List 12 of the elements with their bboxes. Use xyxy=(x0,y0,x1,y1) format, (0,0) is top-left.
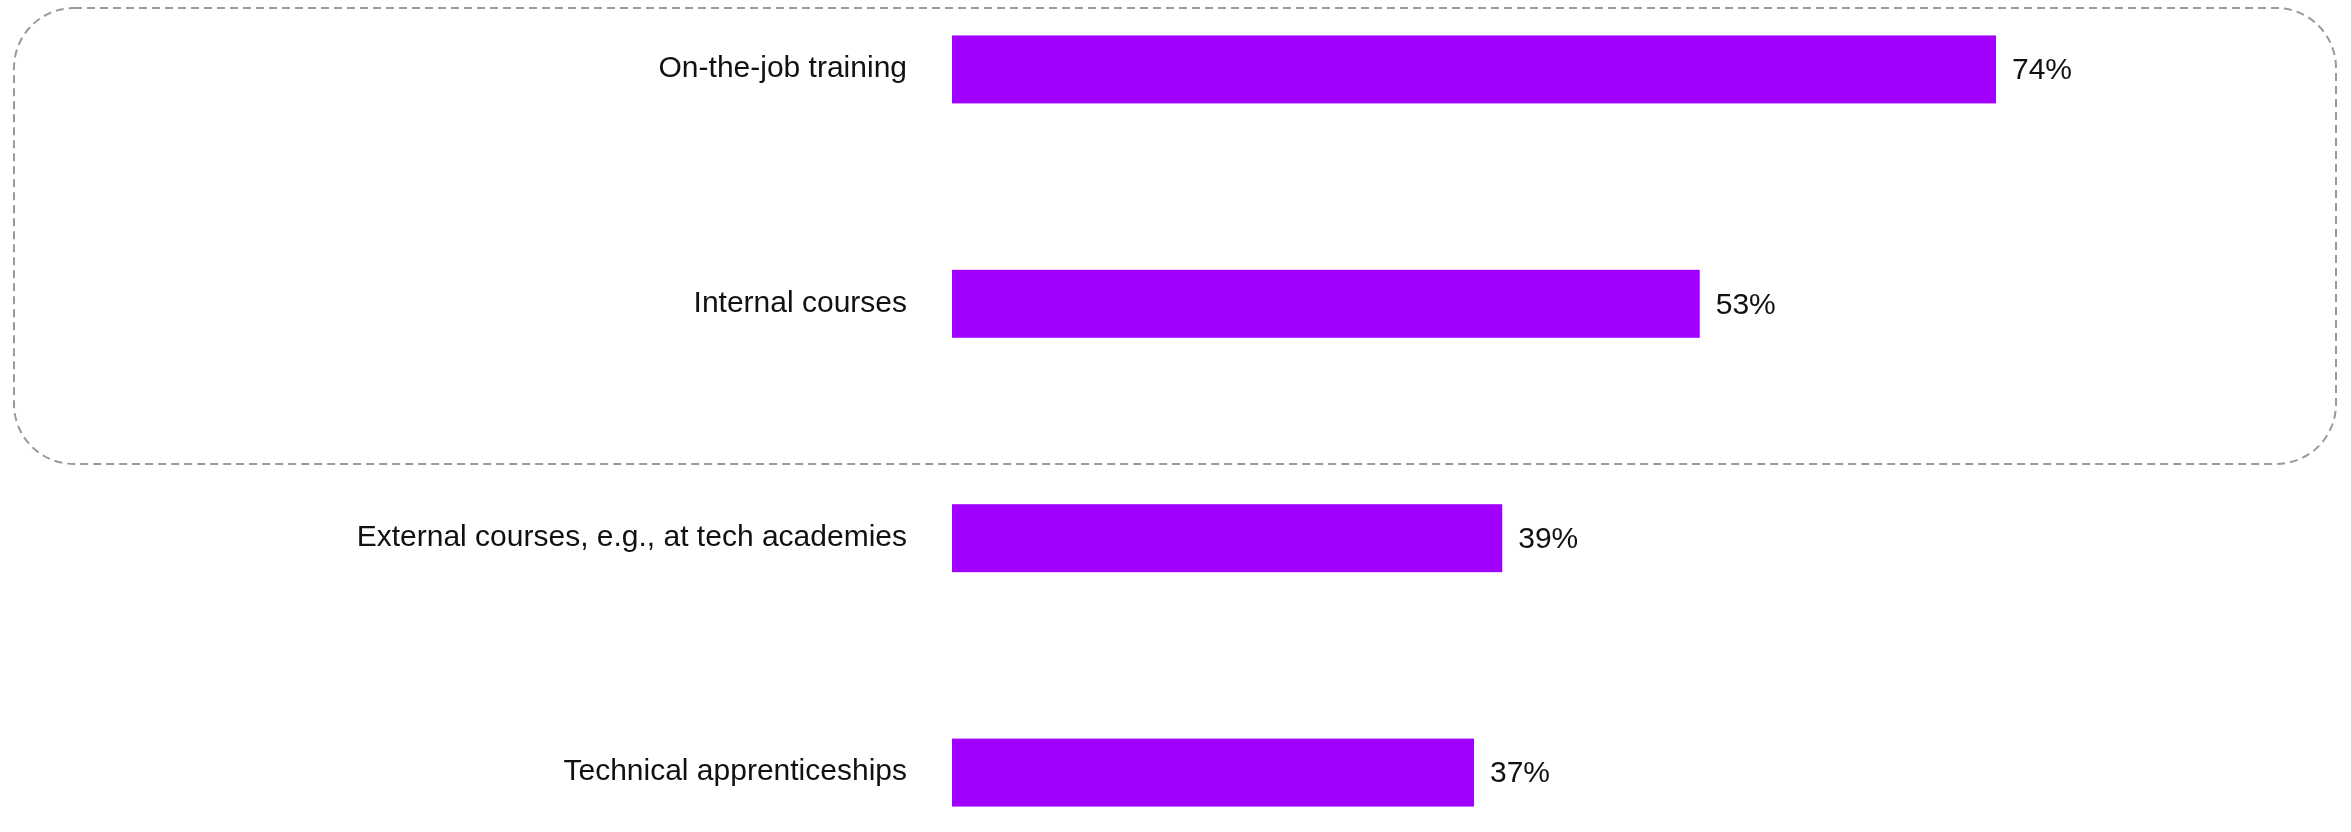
bar xyxy=(952,738,1474,807)
y-tick-label: External courses, e.g., at tech academies xyxy=(356,519,907,553)
data-label: 74% xyxy=(2012,52,2073,86)
bar xyxy=(952,35,1996,104)
bar xyxy=(952,504,1503,573)
data-label: 53% xyxy=(1715,286,1776,320)
bar xyxy=(952,269,1700,338)
y-tick-label: Internal courses xyxy=(693,284,907,318)
y-tick-label: On-the-job training xyxy=(658,50,907,84)
data-label: 39% xyxy=(1518,521,1579,555)
data-label: 37% xyxy=(1490,755,1551,789)
y-tick-label: Technical apprenticeships xyxy=(563,753,907,787)
